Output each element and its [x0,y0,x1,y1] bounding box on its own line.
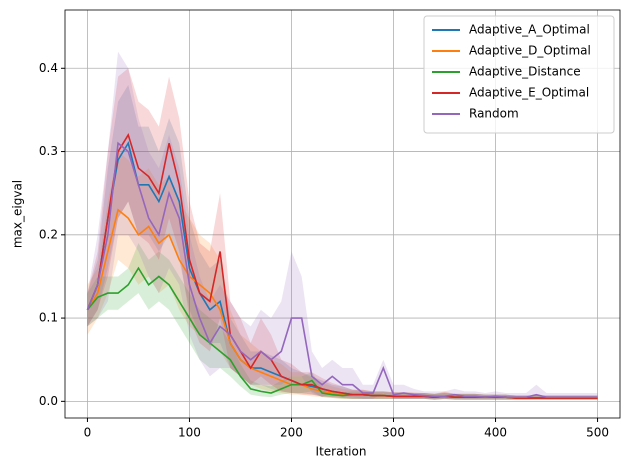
y-tick-label: 0.3 [39,144,58,158]
error-band [87,151,598,400]
legend-label: Adaptive_A_Optimal [469,23,590,37]
y-tick-label: 0.1 [39,311,58,325]
x-tick-label: 100 [178,426,201,440]
legend-box [423,15,615,134]
legend-label: Adaptive_D_Optimal [469,44,591,58]
x-tick-label: 200 [280,426,303,440]
y-tick-label: 0.4 [39,61,58,75]
y-tick-label: 0.0 [39,394,58,408]
legend-label: Adaptive_E_Optimal [469,86,589,100]
y-axis-label: max_eigval [11,180,25,248]
error-band [87,51,598,400]
x-tick-label: 500 [586,426,609,440]
x-tick-label: 400 [484,426,507,440]
plot-frame [64,9,621,419]
legend-label: Random [469,107,519,121]
x-tick-label: 300 [382,426,405,440]
legend-label: Adaptive_Distance [469,65,581,79]
error-band [87,68,598,400]
y-tick-label: 0.2 [39,227,58,241]
error-band [87,84,598,400]
x-tick-label: 0 [84,426,92,440]
legend: Adaptive_A_Optimal Adaptive_D_Optimal Adap… [423,15,615,134]
series-line [86,141,598,398]
error-band [87,243,598,400]
x-axis-label: Iteration [316,445,367,459]
